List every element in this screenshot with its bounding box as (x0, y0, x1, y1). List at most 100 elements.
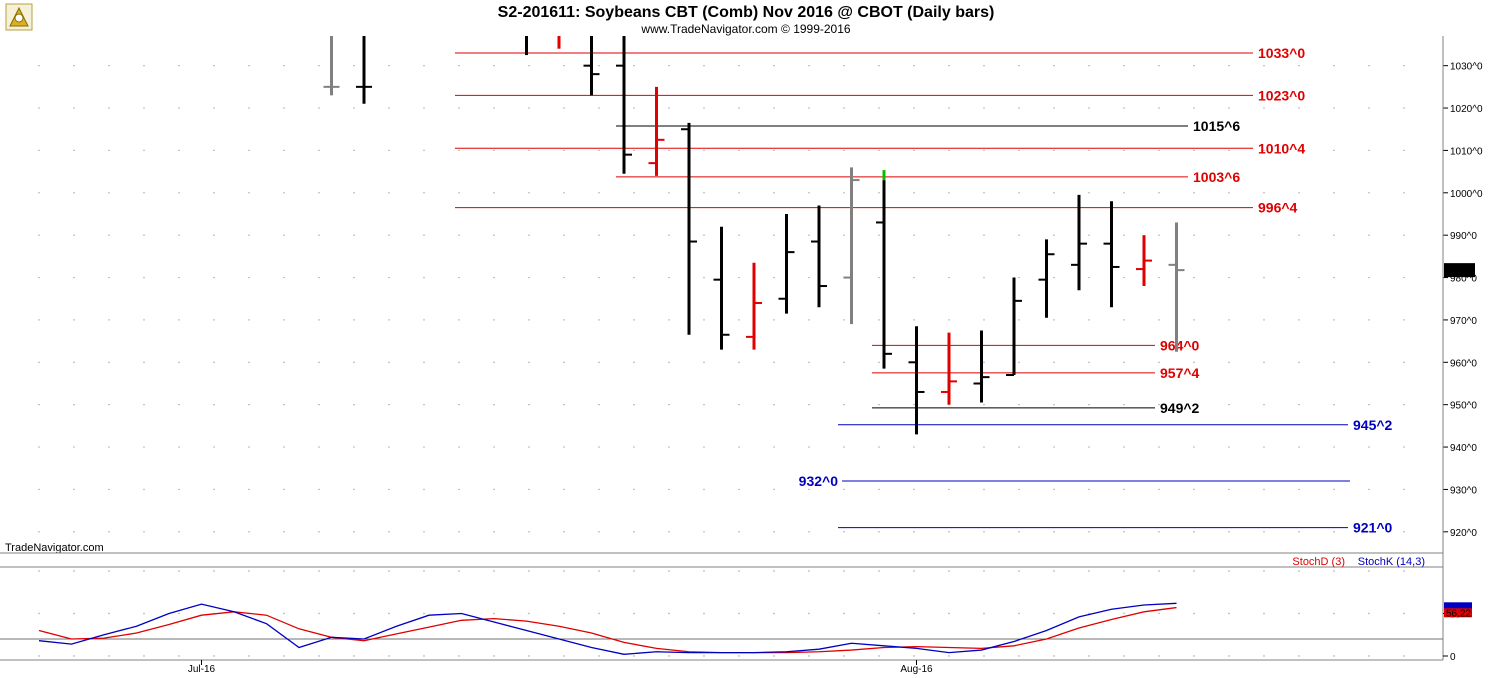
grid-dot (948, 234, 950, 236)
y-tick-label: 990^0 (1450, 231, 1477, 242)
grid-dot (1193, 234, 1195, 236)
grid-dot (1228, 531, 1230, 533)
app-logo-icon[interactable] (5, 3, 33, 31)
grid-dot (528, 570, 530, 572)
grid-dot (1053, 276, 1055, 279)
ohlc-bar (1006, 277, 1022, 377)
ohlc-bar (1136, 235, 1152, 287)
grid-dot (73, 192, 75, 194)
grid-dot (528, 488, 530, 491)
grid-dot (38, 403, 40, 406)
grid-dot (1403, 403, 1405, 406)
grid-dot (1403, 488, 1405, 491)
grid-dot (563, 276, 565, 279)
grid-dot (318, 276, 320, 279)
time-axis: Jul-16 Aug-16 (188, 660, 933, 675)
grid-dot (1193, 403, 1195, 406)
grid-dot (703, 149, 705, 152)
grid-dot (283, 319, 285, 321)
grid-dot (73, 319, 75, 321)
grid-dot (598, 276, 600, 279)
grid-dot (878, 488, 880, 491)
grid-dot (1403, 319, 1405, 321)
grid-dot (1403, 107, 1405, 109)
grid-dot (913, 319, 915, 321)
grid-dot (283, 64, 285, 67)
grid-dot (913, 570, 915, 572)
grid-dot (1123, 234, 1125, 236)
grid-dot (1158, 655, 1160, 657)
grid-dot (1298, 612, 1300, 615)
grid-dot (843, 531, 845, 533)
grid-dot (913, 531, 915, 533)
grid-dot (1053, 234, 1055, 236)
y-tick-label: 1010^0 (1450, 146, 1483, 157)
grid-dot (318, 488, 320, 491)
ohlc-bar (681, 122, 697, 335)
grid-dot (213, 570, 215, 572)
grid-dot (283, 488, 285, 491)
ohlc-bar (811, 205, 827, 308)
level-label: 1023^0 (1258, 87, 1305, 103)
level-label: 1010^4 (1258, 140, 1305, 156)
grid-dot (983, 488, 985, 491)
grid-dot (1368, 612, 1370, 615)
grid-dot (1193, 192, 1195, 194)
grid-dot (773, 361, 775, 364)
grid-dot (493, 531, 495, 533)
grid-dot (388, 655, 390, 657)
grid-dot (1193, 319, 1195, 321)
grid-dot (213, 655, 215, 657)
grid-dot (38, 107, 40, 109)
grid-dot (388, 531, 390, 533)
grid-dot (108, 361, 110, 364)
ohlc-bar (616, 36, 632, 174)
grid-dot (458, 403, 460, 406)
grid-dot (913, 403, 915, 406)
grid-dot (598, 149, 600, 152)
grid-dot (38, 446, 40, 448)
grid-dot (773, 655, 775, 657)
grid-dot (1298, 319, 1300, 321)
grid-dot (353, 64, 355, 67)
grid-dot (598, 570, 600, 572)
grid-dot (38, 234, 40, 236)
grid-dot (353, 234, 355, 236)
grid-dot (248, 276, 250, 279)
grid-dot (563, 319, 565, 321)
grid-dot (668, 446, 670, 448)
stoch-series-line (38, 606, 1177, 654)
grid-dot (703, 192, 705, 194)
grid-dot (738, 192, 740, 194)
grid-dot (1333, 192, 1335, 194)
ohlc-bar (973, 330, 990, 403)
grid-dot (1403, 655, 1405, 657)
grid-dot (703, 488, 705, 491)
grid-dot (913, 149, 915, 152)
grid-dot (598, 64, 600, 67)
grid-dot (738, 107, 740, 109)
grid-dot (843, 612, 845, 615)
watermark: TradeNavigator.com (5, 542, 104, 554)
grid-dot (668, 64, 670, 67)
grid-dot (108, 446, 110, 448)
grid-dot (703, 655, 705, 657)
grid-dot (423, 361, 425, 364)
grid-dot (1123, 192, 1125, 194)
grid-dot (1333, 361, 1335, 364)
grid-dot (73, 612, 75, 615)
grid-dot (1368, 319, 1370, 321)
grid-dot (353, 192, 355, 194)
y-tick-label: 970^0 (1450, 316, 1477, 327)
grid-dot (283, 149, 285, 152)
grid-dot (843, 319, 845, 321)
grid-dot (528, 319, 530, 321)
grid-dot (773, 234, 775, 236)
grid-dot (1263, 192, 1265, 194)
grid-dot (948, 531, 950, 533)
grid-dot (178, 234, 180, 236)
grid-dot (1298, 446, 1300, 448)
grid-dot (1368, 64, 1370, 67)
grid-dot (808, 319, 810, 321)
grid-dot (248, 488, 250, 491)
